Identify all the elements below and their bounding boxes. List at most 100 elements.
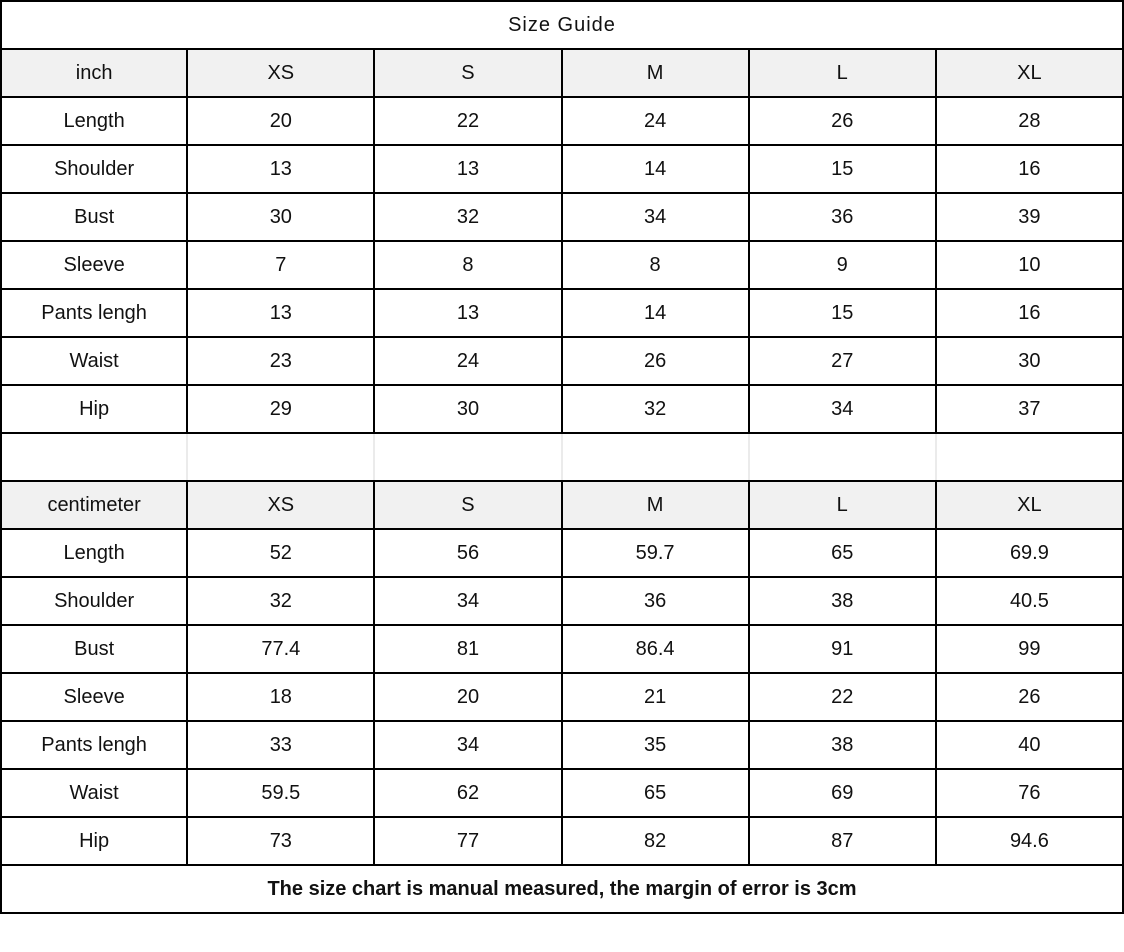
table-row: Hip 73 77 82 87 94.6 [0, 816, 1124, 866]
value-cell: 40 [934, 720, 1124, 770]
size-header-s: S [373, 480, 563, 530]
table-row: Length 52 56 59.7 65 69.9 [0, 528, 1124, 578]
spacer-cell [934, 432, 1124, 482]
table-row: Shoulder 13 13 14 15 16 [0, 144, 1124, 194]
row-label-cell: Shoulder [0, 576, 189, 626]
centimeter-header-row: centimeter XS S M L XL [0, 480, 1124, 530]
value-cell: 8 [373, 240, 563, 290]
row-label-cell: Hip [0, 816, 189, 866]
value-cell: 16 [934, 288, 1124, 338]
value-cell: 20 [186, 96, 376, 146]
value-cell: 13 [186, 144, 376, 194]
footer-note: The size chart is manual measured, the m… [0, 864, 1124, 914]
size-header-xs: XS [186, 48, 376, 98]
table-row: Bust 30 32 34 36 39 [0, 192, 1124, 242]
value-cell: 30 [934, 336, 1124, 386]
value-cell: 32 [186, 576, 376, 626]
value-cell: 22 [747, 672, 937, 722]
value-cell: 36 [560, 576, 750, 626]
value-cell: 10 [934, 240, 1124, 290]
table-row: Hip 29 30 32 34 37 [0, 384, 1124, 434]
size-header-l: L [747, 48, 937, 98]
centimeter-table-body: Length 52 56 59.7 65 69.9 Shoulder 32 34… [0, 528, 1124, 866]
page-title: Size Guide [0, 0, 1124, 50]
value-cell: 65 [747, 528, 937, 578]
row-label-cell: Hip [0, 384, 189, 434]
value-cell: 91 [747, 624, 937, 674]
value-cell: 27 [747, 336, 937, 386]
value-cell: 15 [747, 288, 937, 338]
value-cell: 34 [747, 384, 937, 434]
inch-header-row: inch XS S M L XL [0, 48, 1124, 98]
value-cell: 13 [186, 288, 376, 338]
value-cell: 13 [373, 288, 563, 338]
value-cell: 77 [373, 816, 563, 866]
value-cell: 37 [934, 384, 1124, 434]
unit-header-centimeter: centimeter [0, 480, 189, 530]
value-cell: 82 [560, 816, 750, 866]
value-cell: 16 [934, 144, 1124, 194]
value-cell: 23 [186, 336, 376, 386]
inch-section: inch XS S M L XL [0, 48, 1124, 98]
value-cell: 59.7 [560, 528, 750, 578]
value-cell: 34 [560, 192, 750, 242]
row-label-cell: Waist [0, 768, 189, 818]
spacer-section [0, 432, 1124, 482]
table-row: Waist 23 24 26 27 30 [0, 336, 1124, 386]
value-cell: 86.4 [560, 624, 750, 674]
value-cell: 38 [747, 576, 937, 626]
value-cell: 26 [560, 336, 750, 386]
value-cell: 8 [560, 240, 750, 290]
footer-row: The size chart is manual measured, the m… [0, 864, 1124, 914]
table-row: Pants lengh 33 34 35 38 40 [0, 720, 1124, 770]
size-header-m: M [560, 480, 750, 530]
size-header-s: S [373, 48, 563, 98]
size-header-xl: XL [934, 480, 1124, 530]
size-header-xs: XS [186, 480, 376, 530]
value-cell: 33 [186, 720, 376, 770]
row-label-cell: Length [0, 96, 189, 146]
value-cell: 77.4 [186, 624, 376, 674]
value-cell: 52 [186, 528, 376, 578]
value-cell: 14 [560, 144, 750, 194]
value-cell: 59.5 [186, 768, 376, 818]
value-cell: 34 [373, 720, 563, 770]
value-cell: 87 [747, 816, 937, 866]
row-label-cell: Pants lengh [0, 288, 189, 338]
value-cell: 40.5 [934, 576, 1124, 626]
value-cell: 32 [560, 384, 750, 434]
spacer-cell [560, 432, 750, 482]
table-row: Waist 59.5 62 65 69 76 [0, 768, 1124, 818]
value-cell: 20 [373, 672, 563, 722]
row-label-cell: Sleeve [0, 240, 189, 290]
row-label-cell: Length [0, 528, 189, 578]
row-label-cell: Bust [0, 624, 189, 674]
value-cell: 65 [560, 768, 750, 818]
value-cell: 24 [560, 96, 750, 146]
value-cell: 73 [186, 816, 376, 866]
value-cell: 14 [560, 288, 750, 338]
value-cell: 94.6 [934, 816, 1124, 866]
value-cell: 81 [373, 624, 563, 674]
value-cell: 24 [373, 336, 563, 386]
footer-section: The size chart is manual measured, the m… [0, 864, 1124, 914]
value-cell: 21 [560, 672, 750, 722]
row-label-cell: Bust [0, 192, 189, 242]
value-cell: 13 [373, 144, 563, 194]
table-row: Length 20 22 24 26 28 [0, 96, 1124, 146]
row-label-cell: Shoulder [0, 144, 189, 194]
value-cell: 30 [373, 384, 563, 434]
size-header-m: M [560, 48, 750, 98]
value-cell: 26 [934, 672, 1124, 722]
value-cell: 28 [934, 96, 1124, 146]
table-row: Sleeve 7 8 8 9 10 [0, 240, 1124, 290]
table-row: Bust 77.4 81 86.4 91 99 [0, 624, 1124, 674]
value-cell: 30 [186, 192, 376, 242]
size-header-l: L [747, 480, 937, 530]
spacer-row [0, 432, 1124, 482]
row-label-cell: Sleeve [0, 672, 189, 722]
row-label-cell: Pants lengh [0, 720, 189, 770]
value-cell: 56 [373, 528, 563, 578]
value-cell: 69 [747, 768, 937, 818]
value-cell: 34 [373, 576, 563, 626]
